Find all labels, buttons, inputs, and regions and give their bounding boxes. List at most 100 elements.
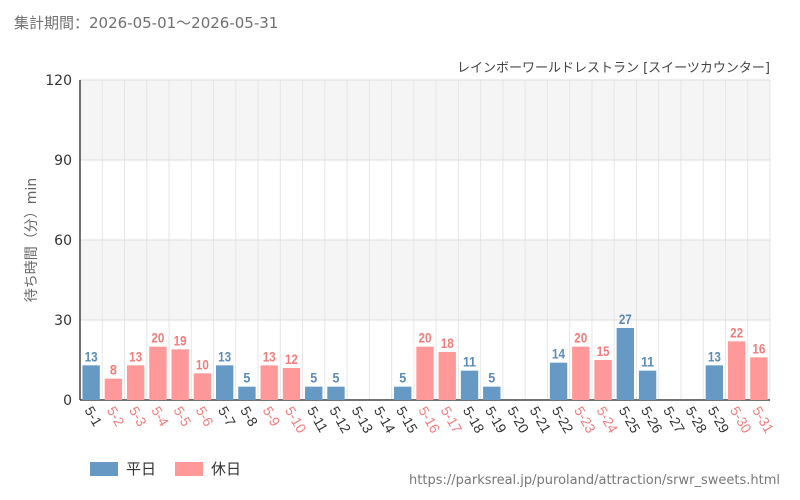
bar bbox=[460, 370, 479, 400]
bar bbox=[750, 357, 768, 400]
bar bbox=[126, 365, 145, 400]
x-tick-label: 5-9 bbox=[260, 404, 284, 430]
bar bbox=[193, 373, 212, 400]
bar-value-label: 22 bbox=[730, 324, 743, 340]
x-tick-label: 5-30 bbox=[727, 404, 755, 436]
x-tick-label: 5-14 bbox=[371, 404, 399, 436]
x-tick-label: 5-28 bbox=[682, 404, 710, 436]
y-tick-label: 90 bbox=[54, 153, 72, 169]
bar bbox=[616, 328, 635, 400]
bar-value-label: 5 bbox=[332, 370, 339, 386]
bar bbox=[282, 368, 301, 400]
x-tick-label: 5-2 bbox=[104, 404, 128, 430]
legend-holiday-label: 休日 bbox=[211, 460, 242, 478]
x-tick-label: 5-3 bbox=[126, 404, 150, 430]
bar-value-label: 13 bbox=[263, 348, 276, 364]
bar-value-label: 8 bbox=[110, 362, 117, 378]
x-tick-label: 5-22 bbox=[549, 404, 577, 436]
y-tick-label: 120 bbox=[45, 73, 72, 89]
x-tick-label: 5-16 bbox=[415, 404, 443, 436]
bar bbox=[705, 365, 724, 400]
x-tick-label: 5-1 bbox=[82, 404, 106, 430]
bar-value-label: 12 bbox=[285, 351, 298, 367]
x-tick-label: 5-18 bbox=[460, 404, 488, 436]
x-tick-label: 5-12 bbox=[326, 404, 354, 436]
bar bbox=[215, 365, 234, 400]
bar-value-label: 20 bbox=[151, 330, 164, 346]
bar-value-label: 5 bbox=[399, 370, 406, 386]
bar-value-label: 27 bbox=[619, 311, 632, 327]
bar-value-label: 15 bbox=[597, 343, 610, 359]
legend-weekday-label: 平日 bbox=[126, 460, 157, 478]
bar-value-label: 5 bbox=[310, 370, 317, 386]
x-tick-label: 5-15 bbox=[393, 404, 421, 436]
bar bbox=[594, 360, 612, 400]
bar-value-label: 20 bbox=[419, 330, 432, 346]
bar bbox=[305, 386, 323, 400]
x-tick-label: 5-13 bbox=[349, 404, 377, 436]
bar-value-label: 14 bbox=[552, 346, 565, 362]
bar-value-label: 11 bbox=[641, 354, 654, 370]
legend-holiday-swatch bbox=[175, 461, 203, 476]
bar bbox=[171, 349, 189, 400]
bar bbox=[549, 362, 568, 400]
chart-title: レインボーワールドレストラン [スイーツカウンター] bbox=[457, 61, 770, 76]
x-tick-label: 5-11 bbox=[304, 404, 331, 436]
y-tick-label: 0 bbox=[63, 393, 72, 409]
x-tick-label: 5-31 bbox=[749, 404, 777, 436]
bar-value-label: 5 bbox=[488, 370, 495, 386]
bar bbox=[638, 370, 657, 400]
bar bbox=[438, 352, 456, 400]
x-tick-label: 5-19 bbox=[482, 404, 510, 436]
legend-weekday: 平日 bbox=[90, 458, 156, 479]
bar-value-label: 18 bbox=[441, 335, 454, 351]
x-tick-label: 5-6 bbox=[193, 404, 217, 430]
bar bbox=[727, 341, 746, 400]
x-tick-label: 5-8 bbox=[237, 404, 261, 430]
x-tick-label: 5-25 bbox=[616, 404, 644, 436]
bar-value-label: 13 bbox=[129, 348, 142, 364]
bar bbox=[104, 378, 123, 400]
bar bbox=[260, 365, 278, 400]
legend-holiday: 休日 bbox=[175, 458, 241, 479]
bar bbox=[82, 365, 100, 400]
bar-value-label: 13 bbox=[218, 348, 231, 364]
legend-weekday-swatch bbox=[90, 461, 118, 476]
x-tick-label: 5-20 bbox=[504, 404, 532, 436]
source-url[interactable]: https://parksreal.jp/puroland/attraction… bbox=[409, 473, 780, 488]
bar bbox=[394, 386, 412, 400]
bar bbox=[416, 346, 434, 400]
x-tick-label: 5-29 bbox=[705, 404, 733, 436]
x-tick-label: 5-17 bbox=[438, 404, 466, 436]
page-title: 集計期間：2026-05-01～2026-05-31 bbox=[14, 14, 279, 32]
bar bbox=[238, 386, 256, 400]
bar bbox=[572, 346, 590, 400]
x-tick-label: 5-26 bbox=[638, 404, 666, 436]
x-tick-label: 5-10 bbox=[282, 404, 310, 436]
x-tick-label: 5-21 bbox=[527, 404, 555, 436]
x-tick-label: 5-24 bbox=[593, 404, 621, 436]
bar-value-label: 13 bbox=[85, 348, 98, 364]
bar-value-label: 11 bbox=[463, 354, 476, 370]
bar-value-label: 5 bbox=[243, 370, 250, 386]
bar-value-label: 19 bbox=[174, 332, 187, 348]
bar bbox=[327, 386, 345, 400]
x-tick-label: 5-5 bbox=[171, 404, 195, 430]
bar-value-label: 13 bbox=[708, 348, 721, 364]
y-axis-label: 待ち時間（分）min bbox=[24, 178, 40, 302]
x-tick-label: 5-23 bbox=[571, 404, 599, 436]
x-tick-label: 5-7 bbox=[215, 404, 239, 430]
plot-band bbox=[80, 80, 770, 160]
bar-value-label: 20 bbox=[574, 330, 587, 346]
plot-band bbox=[80, 240, 770, 320]
bar bbox=[149, 346, 167, 400]
plot-band bbox=[80, 160, 770, 240]
x-tick-label: 5-27 bbox=[660, 404, 688, 436]
x-tick-label: 5-4 bbox=[148, 404, 172, 430]
y-tick-label: 30 bbox=[54, 313, 72, 329]
y-tick-label: 60 bbox=[54, 233, 72, 249]
bar-value-label: 16 bbox=[752, 340, 765, 356]
bar-value-label: 10 bbox=[196, 356, 209, 372]
bar bbox=[483, 386, 501, 400]
